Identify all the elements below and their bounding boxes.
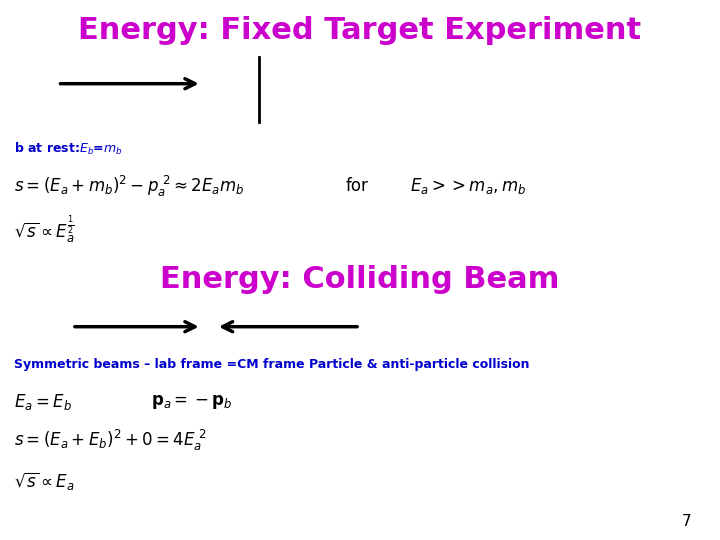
Text: $\sqrt{s}\propto E_a^{\frac{1}{2}}$: $\sqrt{s}\propto E_a^{\frac{1}{2}}$ — [14, 214, 75, 245]
Text: 7: 7 — [682, 514, 691, 529]
Text: $\sqrt{s}\propto E_a$: $\sqrt{s}\propto E_a$ — [14, 470, 75, 491]
Text: $s=(E_a+m_b)^2-p_a^{\ 2}\approx 2E_am_b$: $s=(E_a+m_b)^2-p_a^{\ 2}\approx 2E_am_b$ — [14, 174, 245, 199]
Text: $s=(E_a+E_b)^2+0=4E_a^{\ 2}$: $s=(E_a+E_b)^2+0=4E_a^{\ 2}$ — [14, 428, 207, 453]
Text: $E_a>>m_a,m_b$: $E_a>>m_a,m_b$ — [410, 176, 527, 197]
Text: $E_a=E_b$: $E_a=E_b$ — [14, 392, 72, 413]
Text: Energy: Colliding Beam: Energy: Colliding Beam — [161, 265, 559, 294]
Text: for: for — [346, 177, 369, 195]
Text: Energy: Fixed Target Experiment: Energy: Fixed Target Experiment — [78, 16, 642, 45]
Text: $\mathbf{p}_a=-\mathbf{p}_b$: $\mathbf{p}_a=-\mathbf{p}_b$ — [151, 393, 233, 411]
Text: Symmetric beams – lab frame =CM frame Particle & anti-particle collision: Symmetric beams – lab frame =CM frame Pa… — [14, 358, 530, 371]
Text: b at rest:$E_b$=$m_b$: b at rest:$E_b$=$m_b$ — [14, 140, 123, 157]
